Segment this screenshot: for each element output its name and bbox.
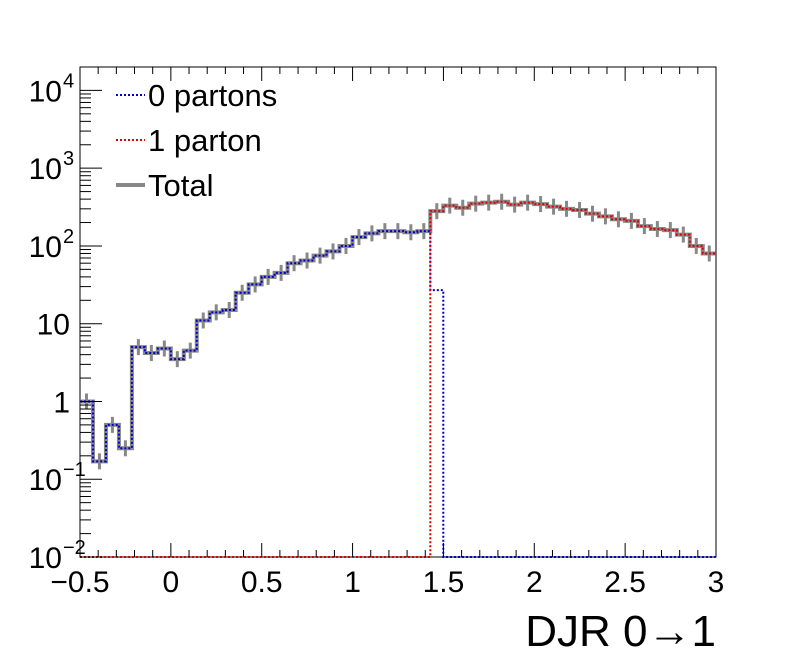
y-tick-exponent: 2	[63, 226, 74, 248]
x-tick-label: 1	[344, 566, 361, 599]
y-tick-label: 10	[29, 153, 62, 186]
legend-label-2: Total	[148, 168, 213, 203]
x-axis-label: DJR 0→1	[525, 607, 716, 656]
legend-label-0: 0 partons	[148, 78, 277, 113]
y-tick-label: 10	[29, 75, 62, 108]
y-tick-exponent: 4	[63, 70, 74, 92]
y-tick-label: 1	[53, 386, 70, 419]
series-1-line	[80, 200, 716, 558]
y-tick-label: 10	[29, 231, 62, 264]
y-tick-label: 10	[37, 309, 70, 342]
y-tick-label: 10	[29, 464, 62, 497]
y-tick-exponent: −1	[63, 459, 86, 481]
series-2-line	[80, 199, 716, 464]
y-tick-exponent: 3	[63, 148, 74, 170]
legend-label-1: 1 parton	[148, 123, 262, 158]
x-tick-label: 2.5	[604, 566, 646, 599]
y-tick-exponent: −2	[63, 537, 86, 559]
x-tick-label: 0.5	[241, 566, 283, 599]
x-tick-label: −0.5	[50, 566, 109, 599]
x-tick-label: 3	[708, 566, 725, 599]
x-tick-label: 2	[526, 566, 543, 599]
y-tick-label: 10	[29, 542, 62, 575]
legend: 0 partons 1 parton Total	[116, 78, 277, 203]
x-axis-ticks: −0.5 0 0.5 1 1.5 2 2.5 3	[50, 67, 724, 599]
series-layer	[80, 193, 716, 558]
series-0-line	[80, 230, 716, 558]
x-tick-label: 1.5	[423, 566, 465, 599]
x-tick-label: 0	[163, 566, 180, 599]
